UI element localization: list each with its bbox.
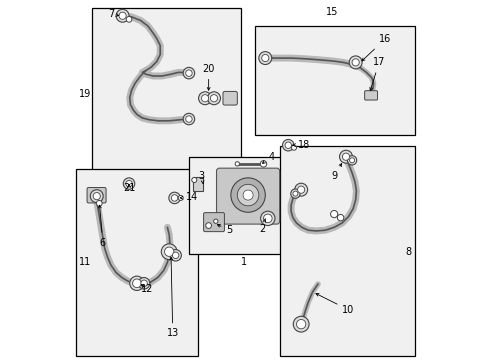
Circle shape xyxy=(171,195,178,201)
Circle shape xyxy=(116,9,129,22)
Text: 20: 20 xyxy=(202,64,214,90)
Circle shape xyxy=(296,319,305,329)
Circle shape xyxy=(169,249,181,261)
Text: 13: 13 xyxy=(166,257,179,338)
Circle shape xyxy=(129,276,144,291)
Bar xyxy=(192,177,203,192)
Text: 14: 14 xyxy=(180,192,198,202)
Circle shape xyxy=(205,223,211,228)
Circle shape xyxy=(294,183,307,196)
Circle shape xyxy=(201,95,208,102)
Circle shape xyxy=(290,189,300,198)
Circle shape xyxy=(282,139,293,151)
Circle shape xyxy=(213,219,218,224)
Circle shape xyxy=(339,150,352,163)
Circle shape xyxy=(90,190,103,203)
Circle shape xyxy=(96,201,102,206)
Circle shape xyxy=(230,178,265,212)
Circle shape xyxy=(291,145,296,150)
Circle shape xyxy=(342,153,349,160)
Text: 8: 8 xyxy=(405,247,411,257)
Circle shape xyxy=(138,278,149,289)
Circle shape xyxy=(178,195,183,201)
Circle shape xyxy=(263,214,271,223)
Circle shape xyxy=(198,92,211,105)
Text: 19: 19 xyxy=(79,89,91,99)
Circle shape xyxy=(161,244,177,260)
Bar xyxy=(92,8,241,175)
Text: 10: 10 xyxy=(315,293,354,315)
Circle shape xyxy=(93,193,100,200)
Circle shape xyxy=(183,113,194,125)
Circle shape xyxy=(123,178,135,189)
Circle shape xyxy=(260,161,266,167)
Text: 2: 2 xyxy=(259,219,265,234)
Bar xyxy=(188,157,300,253)
Circle shape xyxy=(210,95,217,102)
Circle shape xyxy=(125,180,132,187)
Text: 5: 5 xyxy=(217,225,232,235)
Text: 1: 1 xyxy=(241,257,247,267)
Text: 4: 4 xyxy=(262,152,274,163)
FancyBboxPatch shape xyxy=(223,91,237,105)
Bar xyxy=(255,26,414,135)
Text: 9: 9 xyxy=(330,163,341,181)
Circle shape xyxy=(235,162,239,166)
Text: 12: 12 xyxy=(140,284,153,294)
Text: 7: 7 xyxy=(108,9,119,19)
Circle shape xyxy=(119,12,126,19)
Text: 3: 3 xyxy=(198,171,204,184)
Circle shape xyxy=(191,177,196,183)
FancyBboxPatch shape xyxy=(203,213,224,231)
Text: 21: 21 xyxy=(122,183,135,193)
Circle shape xyxy=(297,186,304,193)
Bar xyxy=(76,169,198,356)
Circle shape xyxy=(260,211,274,226)
Circle shape xyxy=(183,67,194,79)
Text: 18: 18 xyxy=(291,140,309,150)
FancyBboxPatch shape xyxy=(216,168,279,224)
Text: 17: 17 xyxy=(369,57,385,90)
Circle shape xyxy=(285,142,291,148)
Circle shape xyxy=(346,156,356,165)
Circle shape xyxy=(348,56,362,69)
Circle shape xyxy=(141,280,147,287)
Circle shape xyxy=(337,215,343,221)
FancyBboxPatch shape xyxy=(364,91,377,100)
Text: 15: 15 xyxy=(325,7,338,17)
Circle shape xyxy=(351,59,359,66)
Bar xyxy=(280,146,414,356)
Circle shape xyxy=(330,211,337,218)
FancyBboxPatch shape xyxy=(87,188,106,203)
Circle shape xyxy=(207,92,220,105)
Circle shape xyxy=(164,247,174,256)
Circle shape xyxy=(292,191,297,196)
Circle shape xyxy=(243,190,253,200)
Circle shape xyxy=(258,51,271,64)
Circle shape xyxy=(185,116,192,122)
Circle shape xyxy=(349,158,354,163)
Circle shape xyxy=(293,316,308,332)
Circle shape xyxy=(237,184,258,206)
Text: 11: 11 xyxy=(79,257,91,267)
Circle shape xyxy=(132,279,141,288)
Text: 16: 16 xyxy=(361,35,390,61)
Circle shape xyxy=(126,17,132,22)
Circle shape xyxy=(185,70,192,76)
Text: 6: 6 xyxy=(98,205,106,248)
Circle shape xyxy=(172,252,179,258)
Circle shape xyxy=(261,54,268,62)
Circle shape xyxy=(168,192,180,204)
